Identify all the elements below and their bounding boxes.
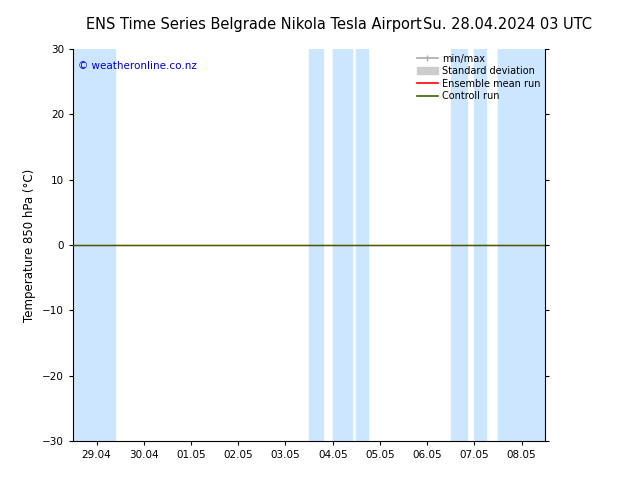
Bar: [73, 49, 115, 441]
Bar: [356, 49, 368, 441]
Bar: [333, 49, 352, 441]
Bar: [309, 49, 323, 441]
Y-axis label: Temperature 850 hPa (°C): Temperature 850 hPa (°C): [23, 169, 36, 321]
Legend: min/max, Standard deviation, Ensemble mean run, Controll run: min/max, Standard deviation, Ensemble me…: [415, 52, 542, 103]
Bar: [498, 49, 545, 441]
Bar: [474, 49, 486, 441]
Text: ENS Time Series Belgrade Nikola Tesla Airport: ENS Time Series Belgrade Nikola Tesla Ai…: [86, 17, 422, 32]
Text: Su. 28.04.2024 03 UTC: Su. 28.04.2024 03 UTC: [423, 17, 592, 32]
Bar: [96, 49, 108, 441]
Bar: [498, 49, 510, 441]
Bar: [333, 49, 344, 441]
Text: © weatheronline.co.nz: © weatheronline.co.nz: [77, 61, 197, 71]
Bar: [451, 49, 467, 441]
